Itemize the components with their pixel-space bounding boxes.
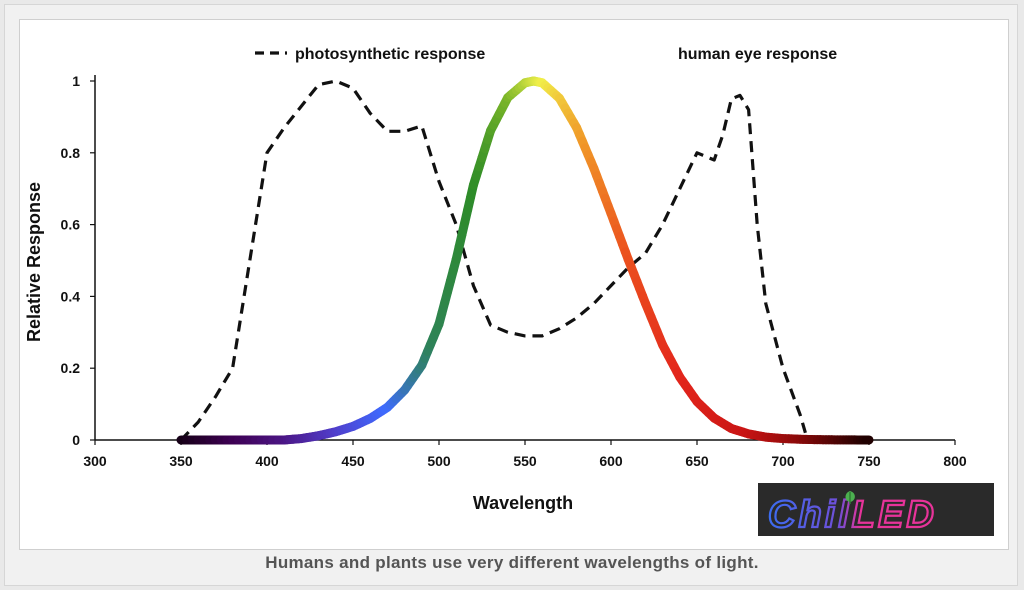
x-tick-label: 750 — [857, 453, 881, 469]
legend-photosynthetic-label: photosynthetic response — [295, 46, 485, 63]
x-axis-label: Wavelength — [473, 493, 573, 513]
x-tick-label: 650 — [685, 453, 709, 469]
chart-card — [19, 19, 1009, 550]
axes-group: 300 350 400 450 500 550 600 650 700 750 800 0 0.2 0.4… — [61, 73, 967, 469]
svg-text:ChilLED: ChilLED — [768, 494, 937, 536]
legend-eye-label: human eye response — [678, 46, 837, 63]
y-tick-label: 0.6 — [61, 217, 81, 233]
y-axis-label: Relative Response — [24, 182, 44, 342]
y-tick-label: 0 — [72, 432, 80, 448]
y-tick-label: 0.2 — [61, 360, 81, 376]
series-human-eye-response — [176, 76, 874, 445]
x-tick-label: 450 — [341, 453, 365, 469]
y-tick-label: 1 — [72, 73, 80, 89]
x-tick-label: 700 — [771, 453, 795, 469]
x-tick-label: 550 — [513, 453, 537, 469]
series-group — [176, 76, 874, 445]
legend: photosynthetic response human eye respons… — [255, 46, 837, 63]
logo-part2: LED — [852, 494, 937, 536]
x-tick-label: 350 — [169, 453, 193, 469]
logo-part1: Chil — [768, 494, 852, 536]
y-tick-label: 0.4 — [61, 288, 81, 304]
y-tick-label: 0.8 — [61, 145, 81, 161]
x-tick-label: 500 — [427, 453, 451, 469]
series-photosynthetic-response — [179, 79, 807, 442]
figure-caption: Humans and plants use very different wav… — [265, 553, 759, 572]
x-tick-label: 800 — [943, 453, 967, 469]
x-tick-label: 300 — [83, 453, 107, 469]
x-tick-label: 600 — [599, 453, 623, 469]
leaf-icon — [845, 491, 855, 504]
chilled-logo: ChilLED — [758, 483, 994, 536]
x-tick-label: 400 — [255, 453, 279, 469]
